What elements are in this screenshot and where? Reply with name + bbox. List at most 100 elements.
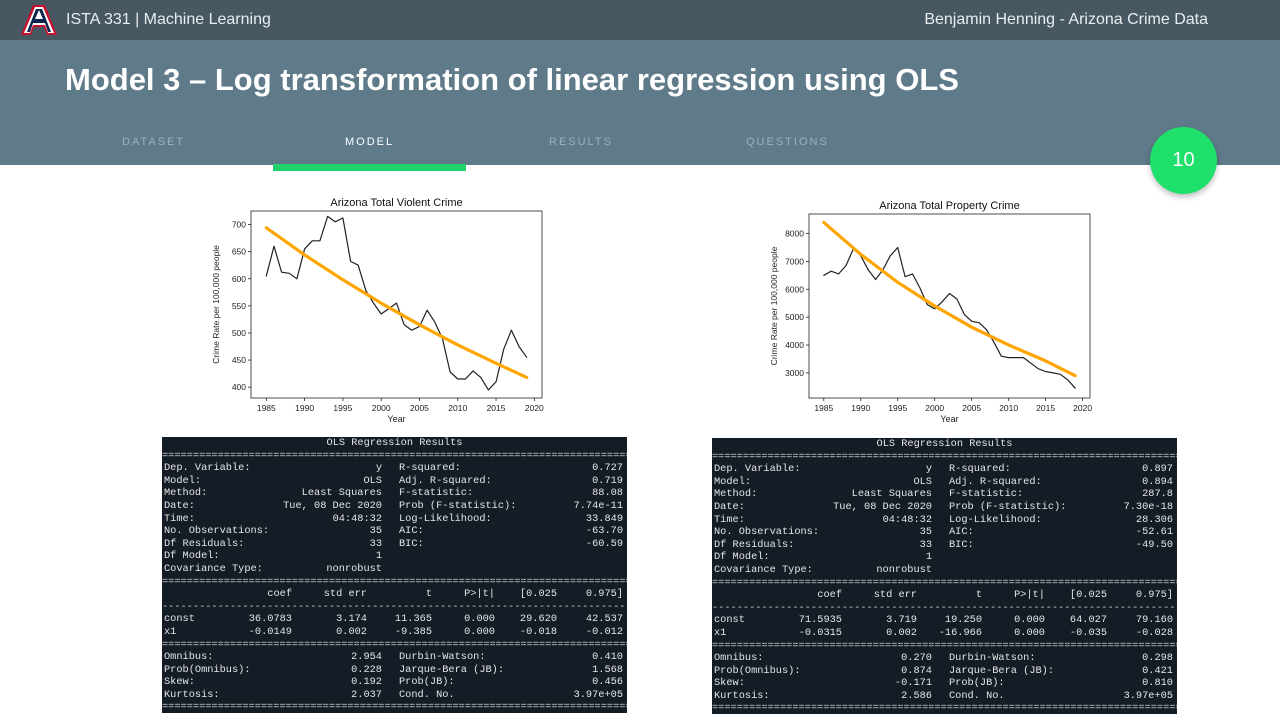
y-tick-label: 600 <box>232 274 246 284</box>
separator-line: ========================================… <box>712 450 1177 463</box>
stat-value: 0.874 <box>901 664 932 677</box>
ols-stat-row: Time: 04:48:32 Log-Likelihood: 33.849 <box>162 513 627 526</box>
coef-value: -0.0315 <box>798 626 842 639</box>
x-tick-label: 1995 <box>888 403 907 413</box>
coef-value: 19.250 <box>944 614 982 627</box>
stat-label: Dep. Variable: <box>164 462 251 475</box>
separator-line: ========================================… <box>712 639 1177 652</box>
stat-label: F-statistic: <box>399 487 474 500</box>
x-axis-label: Year <box>940 414 958 424</box>
fitted-regression-curve <box>264 226 529 379</box>
stat-label: R-squared: <box>399 462 461 475</box>
coef-variable-name: x1 <box>714 626 727 639</box>
ols-stat-row: Time: 04:48:32 Log-Likelihood: 28.306 <box>712 514 1177 527</box>
stat-value: 7.30e-18 <box>1123 500 1173 513</box>
stat-label: F-statistic: <box>949 488 1024 501</box>
stat-label: No. Observations: <box>714 526 820 539</box>
actual-data-line <box>823 246 1076 389</box>
x-tick-label: 2000 <box>372 403 391 413</box>
coef-column-header: std err <box>873 589 917 602</box>
tab-results[interactable]: RESULTS <box>549 136 613 148</box>
coef-value: -9.385 <box>394 625 432 638</box>
coef-value: 71.5935 <box>798 614 842 627</box>
coef-row: x1 -0.0315 0.002 -16.966 0.000 -0.035 -0.028 <box>712 627 1177 640</box>
separator-line: ========================================… <box>162 449 627 462</box>
ols-diagnostic-row: Kurtosis: 2.586 Cond. No. 3.97e+05 <box>712 690 1177 703</box>
stat-value: -0.171 <box>894 677 932 690</box>
coef-value: 0.000 <box>464 625 495 638</box>
tab-model[interactable]: MODEL <box>345 136 395 148</box>
stat-label: AIC: <box>399 525 424 538</box>
x-tick-label: 2005 <box>410 403 429 413</box>
stat-label: R-squared: <box>949 463 1011 476</box>
ols-results-right: OLS Regression Results ==================… <box>712 438 1177 714</box>
stat-label: Dep. Variable: <box>714 463 801 476</box>
separator-line: ========================================… <box>162 638 627 651</box>
coef-column-header: 0.975] <box>1135 589 1173 602</box>
stat-label: Covariance Type: <box>164 562 263 575</box>
coef-value: 42.537 <box>585 613 623 626</box>
y-tick-label: 7000 <box>785 256 804 266</box>
coef-header-row: coef std err t P>|t| [0.025 0.975] <box>162 588 627 601</box>
tab-dataset[interactable]: DATASET <box>122 136 186 148</box>
ols-stat-row: Df Residuals: 33 BIC: -60.59 <box>162 538 627 551</box>
coef-row: const 36.0783 3.174 11.365 0.000 29.620 42.537 <box>162 613 627 626</box>
x-tick-label: 2010 <box>999 403 1018 413</box>
stat-label: Adj. R-squared: <box>399 474 492 487</box>
stat-label: No. Observations: <box>164 525 270 538</box>
stat-label: Skew: <box>164 676 195 689</box>
y-tick-label: 400 <box>232 382 246 392</box>
stat-value: 1 <box>375 550 382 563</box>
stat-value: 3.97e+05 <box>573 688 623 701</box>
stat-label: Cond. No. <box>949 689 1005 702</box>
ols-stat-row: Covariance Type: nonrobust <box>712 564 1177 577</box>
violent-crime-chart: Arizona Total Violent Crime 1985 1990 1995 2… <box>211 197 544 424</box>
stat-value: 0.228 <box>351 663 382 676</box>
stat-label: BIC: <box>399 537 424 550</box>
stat-value: Tue, 08 Dec 2020 <box>833 500 932 513</box>
separator-line: ========================================… <box>712 576 1177 589</box>
stat-value: -63.70 <box>585 525 623 538</box>
coef-value: -0.035 <box>1069 626 1107 639</box>
stat-value: 7.74e-11 <box>573 499 623 512</box>
coef-value: 0.002 <box>336 625 367 638</box>
x-tick-label: 2010 <box>448 403 467 413</box>
coef-column-header: std err <box>323 588 367 601</box>
stat-label: Skew: <box>714 677 745 690</box>
stat-label: Prob(Omnibus): <box>164 663 251 676</box>
ols-diagnostic-row: Omnibus: 0.270 Durbin-Watson: 0.298 <box>712 652 1177 665</box>
coef-value: -0.0149 <box>248 625 292 638</box>
course-title: ISTA 331 | Machine Learning <box>66 11 271 28</box>
coef-column-header: P>|t| <box>464 588 495 601</box>
ols-stat-row: Df Model: 1 <box>712 551 1177 564</box>
coef-value: -0.018 <box>519 625 557 638</box>
stat-value: -60.59 <box>585 537 623 550</box>
y-tick-label: 650 <box>232 247 246 257</box>
page-number-badge: 10 <box>1150 127 1217 194</box>
page-title: Model 3 – Log transformation of linear r… <box>65 62 959 97</box>
stat-value: -49.50 <box>1135 538 1173 551</box>
stat-label: Log-Likelihood: <box>399 512 492 525</box>
top-bar: ISTA 331 | Machine Learning Benjamin Hen… <box>0 0 1280 40</box>
separator-line: ========================================… <box>162 701 627 713</box>
stat-value: 35 <box>369 525 382 538</box>
coef-variable-name: x1 <box>164 625 177 638</box>
stat-value: 35 <box>919 526 932 539</box>
ols-stat-row: Model: OLS Adj. R-squared: 0.719 <box>162 475 627 488</box>
stat-label: Time: <box>164 512 195 525</box>
property-crime-chart: Arizona Total Property Crime 1985 1990 1995… <box>769 200 1092 424</box>
separator-line: ========================================… <box>162 575 627 588</box>
stat-value: nonrobust <box>876 563 932 576</box>
stat-value: 0.298 <box>1142 652 1173 665</box>
x-tick-label: 1990 <box>851 403 870 413</box>
stat-label: Omnibus: <box>164 651 214 664</box>
ols-stat-row: Dep. Variable: y R-squared: 0.897 <box>712 463 1177 476</box>
stat-value: 88.08 <box>592 487 623 500</box>
ols-diagnostic-row: Kurtosis: 2.037 Cond. No. 3.97e+05 <box>162 689 627 702</box>
stat-value: 2.586 <box>901 689 932 702</box>
chart-title: Arizona Total Property Crime <box>879 200 1019 212</box>
stat-label: Df Residuals: <box>164 537 245 550</box>
stat-value: Least Squares <box>301 487 382 500</box>
tab-questions[interactable]: QUESTIONS <box>746 136 829 148</box>
stat-value: Tue, 08 Dec 2020 <box>283 499 382 512</box>
